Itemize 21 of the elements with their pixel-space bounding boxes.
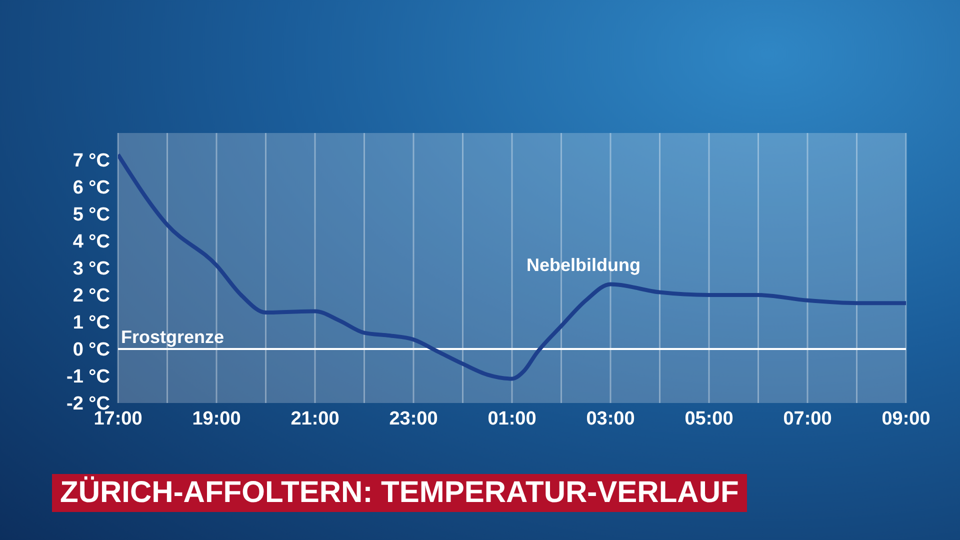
- y-tick-label: 3 °C: [72, 258, 110, 280]
- y-tick-label: 6 °C: [72, 178, 110, 199]
- y-tick-label: 7 °C: [72, 150, 110, 172]
- x-tick-label: 05:00: [684, 408, 734, 430]
- x-tick-label: 01:00: [488, 408, 536, 430]
- y-tick-label: 4 °C: [72, 232, 110, 253]
- x-tick-label: 23:00: [389, 408, 438, 430]
- annotation: Nebelbildung: [526, 255, 640, 276]
- x-tick-label: 21:00: [290, 408, 340, 430]
- y-tick-label: 2 °C: [72, 286, 110, 307]
- y-tick-label: -1 °C: [66, 366, 110, 388]
- x-tick-label: 03:00: [586, 408, 635, 430]
- x-tick-label: 09:00: [882, 408, 930, 430]
- y-tick-label: 1 °C: [72, 312, 110, 334]
- x-tick-label: 07:00: [783, 408, 832, 430]
- ref-line-label: Frostgrenze: [121, 326, 224, 347]
- x-tick-label: 19:00: [192, 408, 241, 430]
- line-series: [118, 152, 906, 381]
- y-tick-label: 0 °C: [72, 340, 110, 361]
- text: ZÜRICH-AFFOLTERN: TEMPERATUR-VERLAUF: [52, 474, 747, 512]
- y-tick-label: 5 °C: [72, 204, 110, 226]
